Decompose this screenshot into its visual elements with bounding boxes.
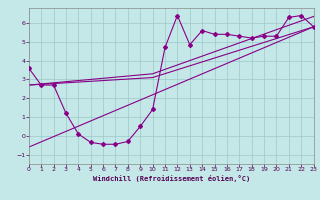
X-axis label: Windchill (Refroidissement éolien,°C): Windchill (Refroidissement éolien,°C) (92, 175, 250, 182)
